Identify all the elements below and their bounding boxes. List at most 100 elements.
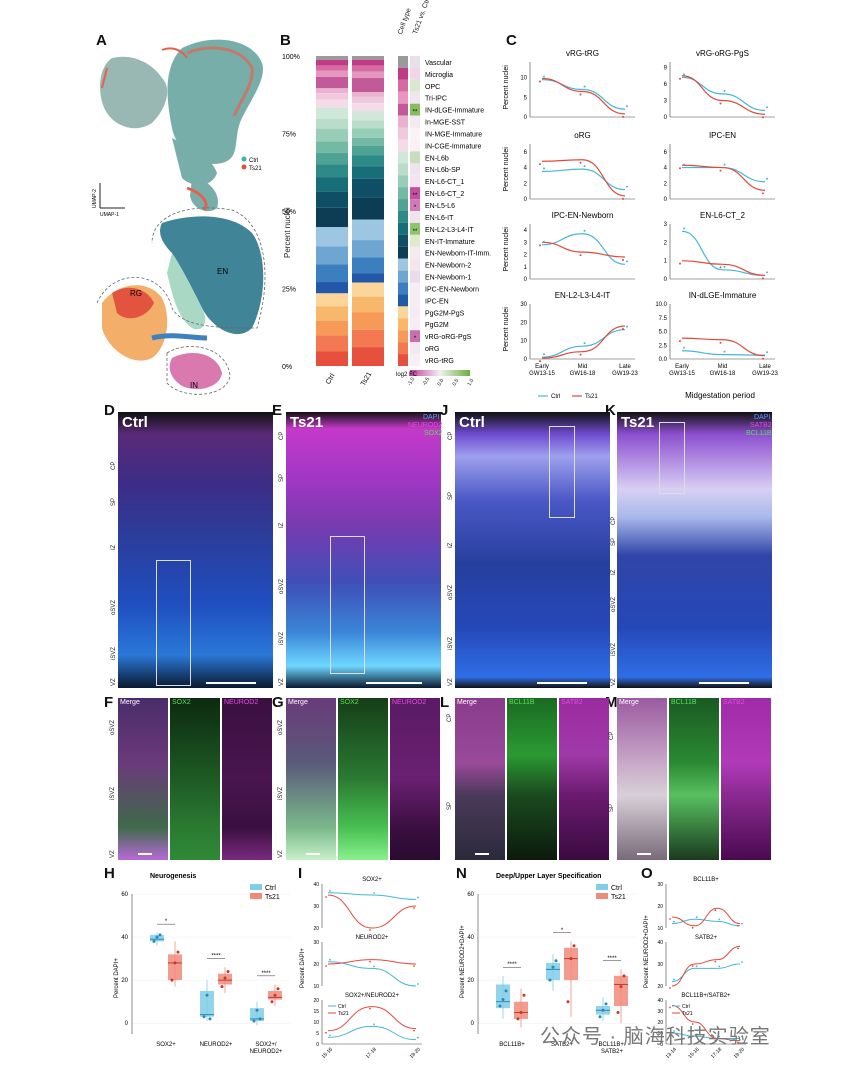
line-plot-ytick: 0: [316, 1042, 319, 1048]
c-ytick: 0: [524, 197, 528, 203]
celltype-swatch: [398, 318, 408, 331]
c-point-ts21: [719, 102, 722, 105]
zone-label: SP: [111, 497, 117, 506]
celltype-label: PgG2M: [425, 322, 449, 329]
umap-y-label: UMAP-2: [92, 189, 98, 208]
zone-label: VZ: [110, 850, 116, 858]
panel-label-o: O: [641, 865, 653, 882]
bar-segment-ctrl: [316, 306, 348, 321]
celltype-label: oRG: [425, 346, 439, 353]
c-ytick: 4: [524, 166, 528, 172]
boxplot-ytick: 60: [467, 892, 474, 898]
zone-label: oSVZ: [611, 596, 617, 612]
c-line-ctrl: [541, 79, 626, 110]
sig-marker: ****: [211, 954, 221, 960]
point-ts21: [369, 929, 371, 931]
boxplot-ytick: 0: [125, 1021, 129, 1027]
zone-label: oSVZ: [110, 719, 116, 735]
panel-label-g: G: [272, 694, 284, 711]
c-line-ts21: [541, 77, 626, 115]
point-ctrl: [741, 1035, 743, 1038]
boxplot-point: [202, 1015, 206, 1019]
sig-marker: ****: [507, 962, 517, 968]
c-ytick: 10.0: [655, 302, 667, 308]
legend-dapi: DAPI: [423, 414, 440, 421]
legend-ts21: Ts21: [249, 166, 262, 172]
image-ts21-neurod2-sox2: Ts21: [286, 412, 441, 688]
c-xtick: GW13-15: [529, 371, 555, 377]
line-plot-xtick: 13-14: [665, 1046, 678, 1058]
bar-segment-ctrl: [316, 177, 348, 192]
b-ytick: 100%: [282, 54, 300, 61]
panel-i-line-plots: SOX2+ 40 30 20 NEUROD2+ 30 20 10 SOX2+/NEUROD2+ 2…: [300, 877, 422, 1058]
legend-label: Ctrl: [682, 1004, 690, 1010]
fc-cell: [410, 211, 420, 223]
c-xtick: Mid: [578, 364, 588, 370]
panel-b-header-ts21: Ts21 vs. Ctrl: [412, 0, 432, 36]
c-point-ts21: [579, 93, 582, 96]
line-ts21: [327, 1006, 417, 1032]
c-point-ts21: [762, 192, 764, 195]
c-xtick: Late: [759, 364, 771, 370]
zoom-panel: Merge SOX2 NEUROD2: [118, 698, 273, 860]
point-ctrl: [373, 1023, 375, 1026]
scale-bar: [475, 853, 489, 855]
boxplot-point: [276, 987, 280, 991]
boxplot-point: [170, 978, 174, 982]
c-point-ctrl: [766, 177, 768, 180]
c-line-ctrl: [541, 233, 626, 265]
bar-segment-ctrl: [316, 128, 348, 142]
line-plot-ylabel: Percent NEUROD2+DAPI+: [644, 915, 650, 988]
c-point-ts21: [579, 353, 582, 356]
celltype-swatch: [398, 187, 408, 200]
legend-label: Ctrl: [611, 885, 622, 892]
zone-label: IZ: [279, 522, 285, 528]
boxplot-point: [176, 950, 180, 954]
point-ctrl: [417, 896, 419, 899]
bar-segment-ts21: [352, 145, 384, 156]
c-ytick: 3: [664, 222, 668, 228]
celltype-label: IPC-EN: [425, 298, 449, 305]
bar-segment-ts21: [352, 92, 384, 97]
celltype-label: EN-Newborn-IT-Imm.: [425, 251, 491, 258]
bar-segment-ts21: [352, 347, 384, 366]
bar-segment-ts21: [352, 78, 384, 93]
line-ts21: [327, 894, 417, 929]
line-plot-ytick: 30: [313, 904, 319, 910]
celltype-label: EN-IT-Immature: [425, 239, 475, 246]
zoom-channel-satb2: SATB2: [559, 698, 609, 860]
point-ts21: [714, 960, 717, 963]
fc-cell: [410, 151, 420, 164]
c-ylabel: Percent nuclei: [503, 65, 510, 110]
bar-segment-ctrl: [316, 107, 348, 119]
boxplot-point: [226, 970, 230, 974]
c-legend-ctrl: Ctrl: [551, 394, 560, 400]
celltype-swatch: [398, 56, 408, 68]
c-line-ts21: [681, 260, 766, 276]
c-point-ctrl: [766, 271, 768, 274]
boxplot-point: [566, 1000, 570, 1004]
scale-bar: [306, 853, 320, 855]
bar-segment-ctrl: [316, 99, 348, 108]
panel-label-d: D: [104, 402, 115, 419]
point-ctrl: [718, 965, 721, 968]
image-ctrl-satb2-bcl11b: Ctrl: [455, 412, 610, 688]
c-point-ts21: [622, 115, 624, 118]
c-line-ctrl: [681, 166, 766, 183]
b-ytick: 25%: [282, 287, 296, 294]
celltype-swatch: [398, 79, 408, 92]
fc-cell: [410, 139, 420, 152]
zone-label: iSVZ: [611, 642, 617, 656]
celltype-label: IN-dLGE-Immature: [425, 108, 484, 115]
line-ts21: [671, 907, 741, 927]
point-ctrl: [718, 918, 721, 921]
fc-cell: [410, 67, 420, 80]
celltype-swatch: [398, 139, 408, 152]
c-ytick: 1: [664, 259, 668, 265]
celltype-swatch: [398, 330, 408, 343]
boxplot-point: [255, 1008, 259, 1012]
watermark: 公众号 · 脑海科技实验室: [540, 1026, 771, 1048]
c-plot-title: EN-L2-L3-L4-IT: [555, 291, 611, 300]
scale-bar: [138, 853, 152, 855]
bar-segment-ctrl: [316, 59, 348, 66]
